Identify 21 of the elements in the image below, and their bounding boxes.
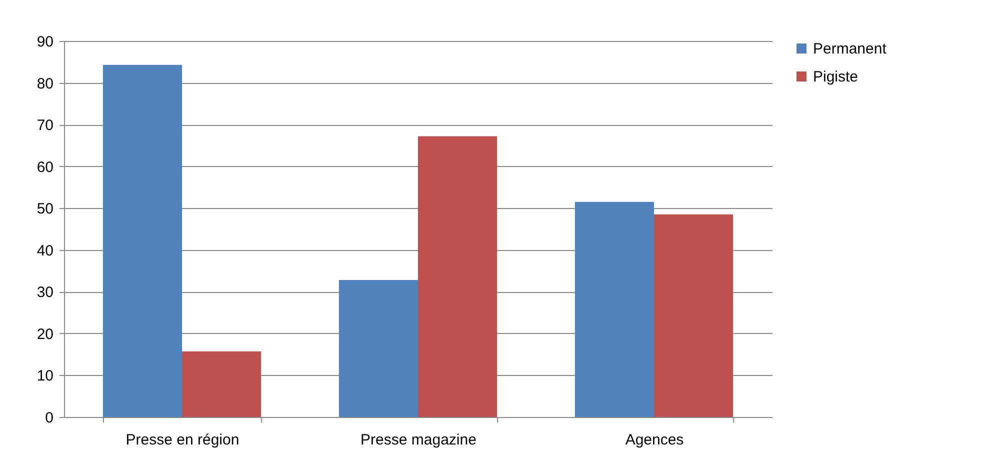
bar (338, 280, 418, 417)
bar (574, 202, 654, 417)
x-tick-label: Presse magazine (360, 432, 476, 448)
y-tick-label: 20 (36, 326, 54, 343)
y-tick-label: 10 (36, 368, 54, 385)
bar (654, 214, 734, 417)
y-tick-label: 40 (36, 242, 54, 260)
y-tick-label: 30 (36, 284, 54, 302)
legend-label: Pigiste (813, 68, 858, 86)
bar (418, 136, 498, 417)
bar (182, 351, 262, 417)
y-tick-label: 0 (45, 410, 54, 426)
y-tick-label: 80 (36, 75, 54, 92)
bar (102, 64, 182, 417)
y-tick-label: 60 (36, 158, 54, 176)
y-tick-label: 70 (36, 117, 54, 134)
x-tick-label: Agences (625, 432, 684, 448)
legend-label: Permanent (813, 40, 888, 58)
y-tick-label: 50 (36, 200, 54, 218)
y-tick-label: 90 (36, 34, 54, 50)
x-tick-label: Presse en région (126, 432, 240, 448)
